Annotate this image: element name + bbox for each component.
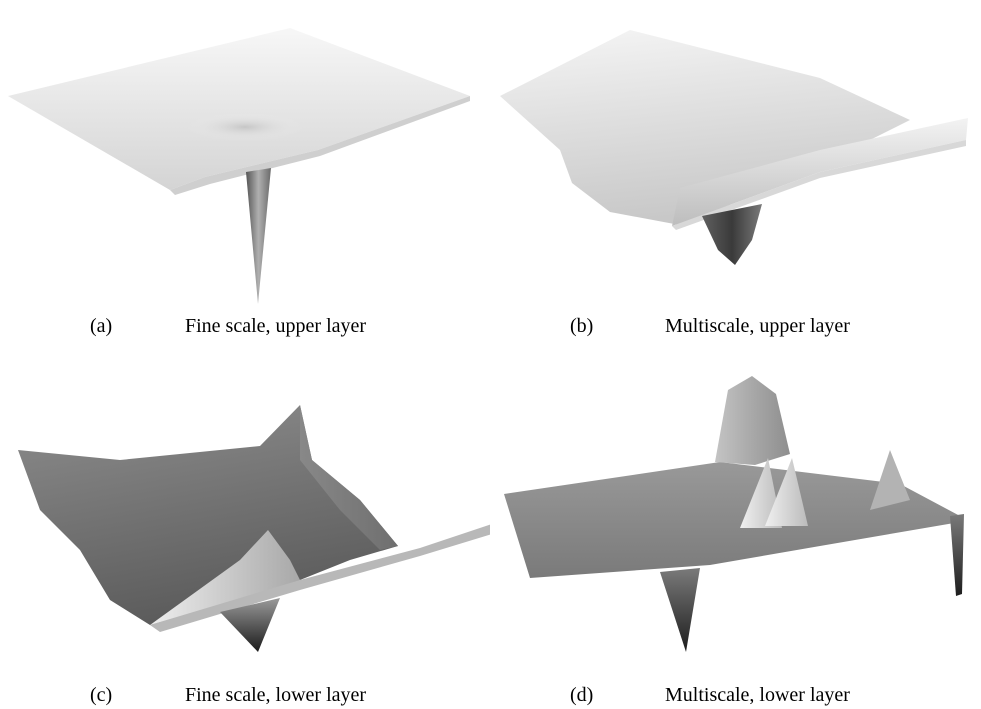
caption-text-b: Multiscale, upper layer [665, 315, 850, 337]
caption-text-a: Fine scale, upper layer [185, 315, 367, 337]
panel-label-d: (d) [570, 684, 594, 706]
panel-b [490, 0, 981, 310]
panel-label-a: (a) [90, 315, 113, 337]
surface-plot-c [18, 405, 490, 652]
panel-a [0, 0, 490, 310]
caption-text-c: Fine scale, lower layer [185, 684, 367, 706]
surface-plot-d [504, 376, 964, 652]
panel-label-c: (c) [90, 684, 113, 706]
surface-plot-a [8, 28, 470, 304]
panel-d [490, 350, 981, 660]
panel-label-b: (b) [570, 315, 594, 337]
surface-plot-b [500, 30, 968, 265]
panel-c [0, 350, 490, 660]
caption-text-d: Multiscale, lower layer [665, 684, 850, 706]
